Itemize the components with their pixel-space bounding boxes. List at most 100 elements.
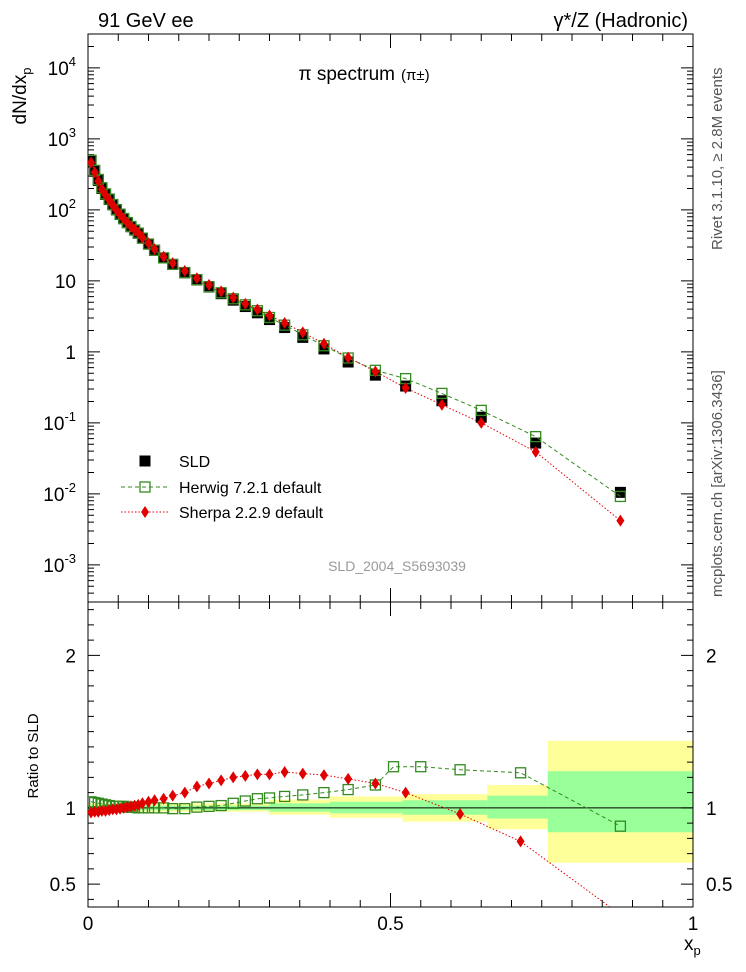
legend-marker [139, 481, 151, 493]
legend: SLD Herwig 7.2.1 default Sherpa 2.2.9 defa… [121, 454, 324, 522]
ratio-data-point [168, 789, 177, 802]
ratio-series-1 [88, 766, 624, 921]
data-point [88, 156, 96, 169]
ratio-data-point [297, 789, 309, 801]
ratio-data-point [251, 793, 264, 805]
legend-label: Sherpa 2.2.9 default [179, 505, 324, 522]
data-point [94, 175, 103, 188]
data-point [280, 317, 289, 330]
ratio-data-point [514, 767, 527, 779]
series-line [90, 162, 621, 522]
data-point [371, 365, 380, 378]
ratio-data-point [318, 786, 330, 799]
data-point [168, 257, 177, 270]
ratio-y-tick-label-right: 2 [706, 646, 717, 667]
ratio-plot-panel: 0.5 0.5 1 1 2 2 0 0.5 1 Ratio to SLD xp [25, 601, 732, 958]
ratio-data-point [616, 909, 624, 921]
data-point [150, 243, 159, 256]
data-point [437, 398, 446, 411]
ratio-data-point [203, 800, 215, 812]
data-point [614, 490, 627, 503]
x-tick-label: 0.5 [377, 914, 403, 935]
series-0 [88, 156, 626, 498]
data-point [90, 166, 99, 179]
side-label-rivet: Rivet 3.1.10, ≥ 2.8M events [709, 68, 726, 251]
ratio-data-point [205, 777, 213, 790]
data-point [180, 264, 189, 277]
data-point [265, 309, 274, 322]
ratio-data-point [280, 766, 289, 779]
ratio-data-point [265, 768, 274, 781]
legend-marker [141, 506, 149, 518]
data-point [229, 291, 238, 304]
data-point [530, 437, 542, 449]
ratio-data-point [191, 801, 203, 813]
ratio-data-point [144, 795, 153, 808]
y-tick-label: 102 [48, 196, 76, 222]
ratio-data-point [241, 769, 250, 782]
data-point [475, 404, 487, 417]
main-plot-panel: 10-3 10-2 10-1 1 10 102 103 104 π spectrum (π±)… [10, 33, 694, 603]
header-left: 91 GeV ee [98, 10, 194, 32]
ratio-data-point [150, 794, 159, 807]
watermark: SLD_2004_S5693039 [328, 558, 466, 574]
data-point [144, 237, 153, 250]
ratio-y-axis-label: Ratio to SLD [25, 713, 42, 798]
ratio-data-point [167, 802, 179, 815]
ratio-data-point [215, 799, 227, 812]
data-point [616, 514, 625, 527]
ratio-data-point [138, 797, 147, 810]
legend-label: Herwig 7.2.1 default [179, 480, 322, 497]
data-point [192, 272, 201, 285]
ratio-data-point [159, 792, 168, 805]
data-point [138, 231, 147, 244]
y-tick-label: 10-3 [43, 551, 76, 577]
side-label-mcplots: mcplots.cern.ch [arXiv:1306.3436] [709, 370, 726, 597]
data-point [253, 303, 262, 316]
ratio-data-point [371, 777, 380, 790]
ratio-y-tick-label: 1 [65, 799, 76, 820]
ratio-data-point [344, 772, 353, 785]
ratio-data-point [192, 780, 201, 793]
y-tick-label: 10-1 [43, 409, 76, 435]
data-point [159, 250, 168, 263]
header-right: γ*/Z (Hadronic) [554, 10, 688, 32]
uncertainty-band-inner [547, 771, 693, 833]
ratio-y-tick-label-right: 0.5 [706, 875, 732, 896]
series-1 [88, 154, 627, 503]
legend-marker [139, 455, 151, 467]
data-point [205, 278, 213, 291]
ratio-data-point [298, 767, 307, 780]
ratio-data-point [239, 795, 251, 807]
ratio-data-point [516, 835, 525, 848]
data-point [217, 285, 226, 298]
ratio-data-point [456, 807, 465, 820]
svg-text:xp: xp [684, 934, 701, 958]
data-point [401, 381, 410, 394]
x-tick-label: 0 [83, 914, 94, 935]
ratio-data-point [263, 792, 276, 804]
x-axis-label: xp [684, 934, 701, 958]
y-tick-label: 104 [48, 54, 76, 80]
data-point [477, 416, 486, 429]
uncertainty-band-inner [487, 795, 548, 819]
ratio-data-point [180, 786, 189, 799]
ratio-data-point [227, 797, 239, 809]
y-tick-label: 1 [65, 343, 76, 364]
ratio-data-point [454, 764, 466, 776]
data-point [344, 351, 353, 364]
y-tick-label: 103 [48, 125, 76, 151]
ratio-data-point [319, 769, 328, 782]
ratio-data-point [415, 761, 427, 773]
plot-title: π spectrum [298, 64, 395, 85]
series-2 [88, 156, 625, 527]
ratio-data-point [253, 768, 262, 781]
ratio-data-point [614, 820, 627, 832]
ratio-data-point [229, 771, 238, 784]
data-point [530, 430, 542, 443]
data-point [436, 387, 448, 400]
y-tick-label: 10-2 [43, 480, 76, 506]
data-point [531, 445, 540, 458]
plot-title-superscript: (π±) [401, 67, 430, 84]
ratio-data-point [278, 790, 291, 803]
